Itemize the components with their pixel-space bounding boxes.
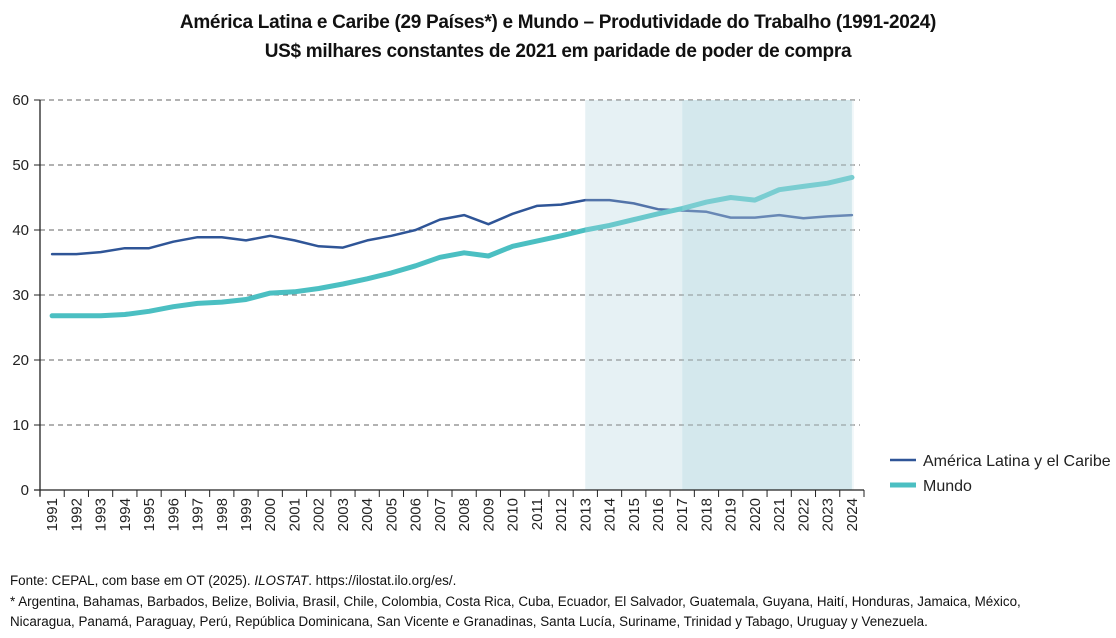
y-tick-label: 60 — [12, 92, 29, 109]
x-tick-label: 2012 — [553, 498, 570, 531]
x-tick-label: 2021 — [771, 498, 788, 531]
x-tick-label: 1993 — [93, 498, 110, 531]
x-tick-label: 2000 — [262, 498, 279, 531]
legend: América Latina y el Caribe Mundo — [890, 453, 1111, 495]
x-tick-label: 1999 — [238, 498, 255, 531]
axes — [34, 99, 865, 497]
source-italic: ILOSTAT — [254, 573, 309, 588]
x-tick-label: 2007 — [432, 498, 449, 531]
x-tick-label: 2001 — [286, 498, 303, 531]
x-tick-label: 2005 — [383, 498, 400, 531]
x-tick-label: 2003 — [335, 498, 352, 531]
x-tick-label: 1995 — [141, 498, 158, 531]
y-tick-label: 30 — [12, 287, 29, 304]
x-tick-label: 2022 — [795, 498, 812, 531]
x-tick-label: 2018 — [698, 498, 715, 531]
chart-title: América Latina e Caribe (29 Países*) e M… — [179, 12, 937, 33]
shade-overlay-2017 — [682, 100, 854, 490]
y-tick-label: 50 — [12, 157, 29, 174]
x-tick-label: 2019 — [723, 498, 740, 531]
y-tick-label: 10 — [12, 417, 29, 434]
series-line-0 — [50, 198, 854, 256]
legend-label-1: Mundo — [923, 478, 972, 495]
countries-note-line1: * Argentina, Bahamas, Barbados, Belize, … — [10, 594, 1021, 609]
x-tick-label: 2009 — [480, 498, 497, 531]
source-prefix: Fonte: CEPAL, com base em OT (2025). — [10, 573, 255, 588]
x-tick-label: 2002 — [311, 498, 328, 531]
x-tick-label: 2016 — [650, 498, 667, 531]
x-tick-label: 1992 — [68, 498, 85, 531]
source-suffix: . https://ilostat.ilo.org/es/. — [308, 573, 457, 588]
gridlines — [40, 99, 860, 426]
x-tick-label: 2010 — [505, 498, 522, 531]
x-tick-label: 1996 — [165, 498, 182, 531]
x-tick-label: 2004 — [359, 498, 376, 531]
x-tick-label: 2015 — [626, 498, 643, 531]
legend-label-0: América Latina y el Caribe — [923, 453, 1111, 470]
x-tick-label: 2024 — [844, 498, 861, 531]
x-tick-label: 2013 — [577, 498, 594, 531]
x-tick-label: 2023 — [820, 498, 837, 531]
x-tick-label: 2011 — [529, 498, 546, 530]
source-note: Fonte: CEPAL, com base em OT (2025). ILO… — [10, 573, 456, 588]
y-tick-label: 20 — [12, 352, 29, 369]
y-tick-label: 0 — [21, 482, 29, 499]
shade-overlay-2013 — [585, 100, 683, 490]
x-tick-labels: 1991 1992 1993 1994 1995 1996 1997 1998 1999 2000… — [44, 498, 861, 531]
x-tick-label: 2020 — [747, 498, 764, 531]
chart-subtitle: US$ milhares constantes de 2021 em parid… — [264, 41, 852, 62]
x-tick-label: 1991 — [44, 498, 61, 531]
x-tick-label: 2006 — [408, 498, 425, 531]
x-tick-label: 2017 — [674, 498, 691, 531]
y-tick-label: 40 — [12, 222, 29, 239]
x-tick-label: 1998 — [214, 498, 231, 531]
countries-note-line2: Nicaragua, Panamá, Paraguay, Perú, Repúb… — [10, 614, 928, 629]
x-tick-label: 1997 — [190, 498, 207, 531]
series-line-1 — [49, 174, 855, 319]
shade-overlay — [585, 100, 854, 490]
y-tick-labels: 0 10 20 30 40 50 60 — [12, 92, 29, 499]
series-lines — [49, 174, 855, 319]
x-tick-label: 2008 — [456, 498, 473, 531]
x-tick-label: 1994 — [117, 498, 134, 531]
x-tick-label: 2014 — [602, 498, 619, 531]
